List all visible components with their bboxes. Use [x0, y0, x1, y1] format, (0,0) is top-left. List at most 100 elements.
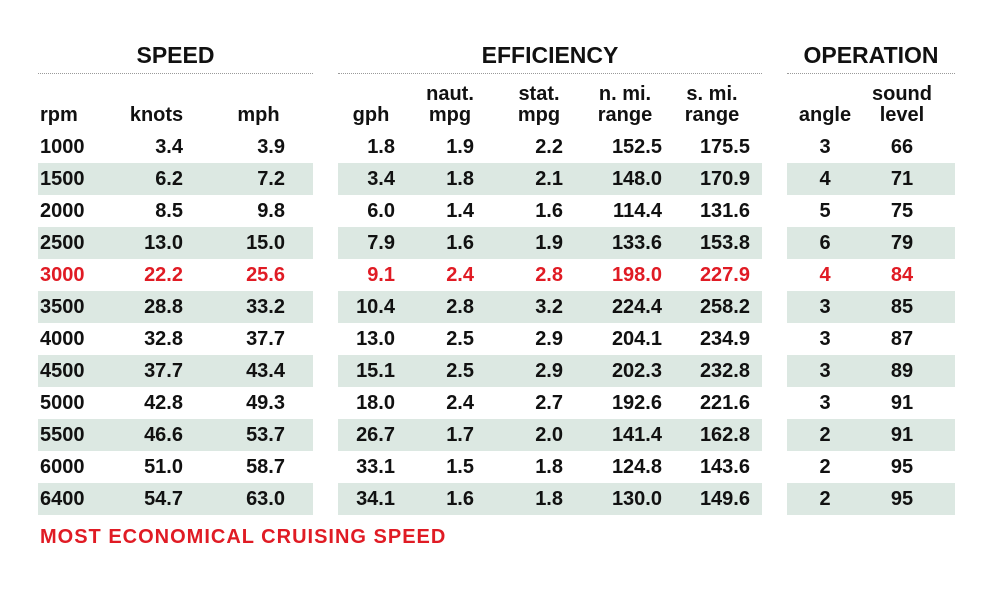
table-row: 2000 8.5 9.8 6.0 1.4 1.6 114.4 131.6 5 75 [0, 195, 1000, 227]
cell-naut-mpg: 2.5 [446, 360, 474, 382]
cell-naut-mpg: 1.6 [446, 488, 474, 510]
row-shade-band [787, 419, 955, 451]
cell-angle: 3 [819, 328, 831, 350]
cell-n-mi-range: 198.0 [611, 264, 662, 286]
column-header-mph: mph [232, 80, 285, 126]
column-header-gph: gph [347, 80, 395, 126]
cell-stat-mpg: 3.2 [535, 296, 563, 318]
column-header-line: range [684, 104, 740, 126]
table-row: 4500 37.7 43.4 15.1 2.5 2.9 202.3 232.8 3 89 [0, 355, 1000, 387]
cell-sound-level: 89 [890, 360, 914, 382]
row-shade-band [338, 163, 762, 195]
cell-knots: 28.8 [144, 296, 183, 318]
speed-group-title: SPEED [136, 42, 215, 68]
row-shade-band [787, 355, 955, 387]
cell-mph: 43.4 [246, 360, 285, 382]
cell-gph: 7.9 [367, 232, 395, 254]
cell-gph: 10.4 [356, 296, 395, 318]
row-shade-band [787, 291, 955, 323]
cell-gph: 13.0 [356, 328, 395, 350]
cell-knots: 22.2 [144, 264, 183, 286]
footnote-legend: MOST ECONOMICAL CRUISING SPEED [40, 526, 447, 548]
cell-stat-mpg: 2.1 [535, 168, 563, 190]
cell-s-mi-range: 232.8 [699, 360, 750, 382]
row-shade-band [787, 163, 955, 195]
table-row: 3500 28.8 33.2 10.4 2.8 3.2 224.4 258.2 3 85 [0, 291, 1000, 323]
cell-stat-mpg: 1.8 [535, 488, 563, 510]
row-shade-band [38, 355, 313, 387]
cell-n-mi-range: 192.6 [611, 392, 662, 414]
column-header-line: naut. [426, 83, 474, 105]
table-row: 1000 3.4 3.9 1.8 1.9 2.2 152.5 175.5 3 66 [0, 131, 1000, 163]
table-row: 5500 46.6 53.7 26.7 1.7 2.0 141.4 162.8 2 91 [0, 419, 1000, 451]
cell-s-mi-range: 149.6 [699, 488, 750, 510]
cell-rpm: 6000 [40, 456, 85, 478]
cell-knots: 46.6 [144, 424, 183, 446]
cell-sound-level: 95 [890, 456, 914, 478]
row-shade-band [787, 227, 955, 259]
cell-mph: 33.2 [246, 296, 285, 318]
column-header-angle: angle [795, 80, 855, 126]
cell-angle: 3 [819, 296, 831, 318]
cell-stat-mpg: 2.0 [535, 424, 563, 446]
cell-knots: 6.2 [155, 168, 183, 190]
cell-s-mi-range: 221.6 [699, 392, 750, 414]
cell-n-mi-range: 152.5 [611, 136, 662, 158]
cell-naut-mpg: 1.4 [446, 200, 474, 222]
cell-sound-level: 85 [890, 296, 914, 318]
cell-naut-mpg: 1.6 [446, 232, 474, 254]
cell-s-mi-range: 153.8 [699, 232, 750, 254]
cell-s-mi-range: 162.8 [699, 424, 750, 446]
column-header-line: gph [352, 104, 390, 126]
cell-angle: 3 [819, 392, 831, 414]
column-header-line: n. mi. [598, 83, 652, 105]
row-shade-band [38, 419, 313, 451]
operation-group-title: OPERATION [803, 42, 939, 68]
cell-naut-mpg: 2.4 [446, 264, 474, 286]
column-header-line: angle [798, 104, 852, 126]
table-row: 5000 42.8 49.3 18.0 2.4 2.7 192.6 221.6 3 91 [0, 387, 1000, 419]
cell-stat-mpg: 2.8 [535, 264, 563, 286]
row-shade-band [338, 419, 762, 451]
cell-sound-level: 71 [890, 168, 914, 190]
cell-n-mi-range: 130.0 [611, 488, 662, 510]
cell-sound-level: 87 [890, 328, 914, 350]
efficiency-group-title: EFFICIENCY [481, 42, 619, 68]
cell-mph: 25.6 [246, 264, 285, 286]
speed-group-divider [38, 73, 313, 74]
cell-stat-mpg: 1.6 [535, 200, 563, 222]
cell-gph: 9.1 [367, 264, 395, 286]
cell-n-mi-range: 141.4 [611, 424, 662, 446]
cell-sound-level: 66 [890, 136, 914, 158]
cell-naut-mpg: 2.5 [446, 328, 474, 350]
cell-stat-mpg: 2.2 [535, 136, 563, 158]
row-shade-band [338, 291, 762, 323]
cell-n-mi-range: 148.0 [611, 168, 662, 190]
cell-knots: 54.7 [144, 488, 183, 510]
cell-naut-mpg: 2.8 [446, 296, 474, 318]
cell-rpm: 5000 [40, 392, 85, 414]
cell-stat-mpg: 1.8 [535, 456, 563, 478]
column-header-line: s. mi. [686, 83, 738, 105]
cell-sound-level: 95 [890, 488, 914, 510]
cell-mph: 37.7 [246, 328, 285, 350]
row-shade-band [338, 227, 762, 259]
row-shade-band [338, 483, 762, 515]
cell-sound-level: 75 [890, 200, 914, 222]
cell-angle: 2 [819, 456, 831, 478]
row-shade-band [787, 483, 955, 515]
cell-s-mi-range: 131.6 [699, 200, 750, 222]
cell-n-mi-range: 202.3 [611, 360, 662, 382]
performance-table: 1000 3.4 3.9 1.8 1.9 2.2 152.5 175.5 3 66 1500 6.2 7… [0, 131, 1000, 515]
cell-mph: 53.7 [246, 424, 285, 446]
cell-rpm: 2000 [40, 200, 85, 222]
cell-knots: 13.0 [144, 232, 183, 254]
cell-naut-mpg: 2.4 [446, 392, 474, 414]
column-header-line: mph [237, 104, 280, 126]
column-header-line: mpg [517, 104, 561, 126]
cell-angle: 4 [819, 168, 831, 190]
cell-mph: 49.3 [246, 392, 285, 414]
cell-knots: 3.4 [155, 136, 183, 158]
cell-knots: 42.8 [144, 392, 183, 414]
column-header-stat-mpg: stat. mpg [515, 80, 563, 126]
